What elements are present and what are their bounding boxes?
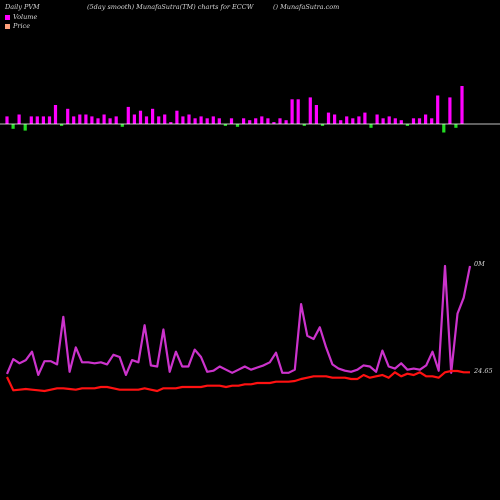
- volume-bar-up: [363, 112, 367, 124]
- volume-bar-up: [351, 118, 355, 124]
- volume-bar-up: [314, 105, 318, 124]
- volume-bar-up: [448, 97, 452, 124]
- volume-bar-up: [114, 116, 118, 124]
- legend-price: Price: [5, 22, 30, 30]
- volume-bar-up: [199, 116, 203, 124]
- volume-bar-up: [157, 116, 161, 124]
- volume-bar-up: [417, 118, 422, 124]
- volume-bar-up: [339, 120, 343, 124]
- volume-bar-up: [102, 114, 106, 124]
- volume-bar-up: [308, 97, 312, 124]
- volume-bar-up: [138, 110, 143, 124]
- legend-price-label: Price: [13, 22, 31, 30]
- volume-bar-up: [393, 118, 397, 124]
- volume-line: [5, 264, 472, 376]
- volume-bar-up: [96, 118, 100, 124]
- volume-bar-up: [144, 116, 149, 124]
- price-end-label: 24.65: [473, 367, 493, 375]
- volume-bar-down: [302, 124, 306, 126]
- legend-volume: Volume: [5, 13, 37, 21]
- header-source: () MunafaSutra.com: [273, 3, 340, 11]
- volume-bar-up: [108, 118, 112, 124]
- header-left: Daily PVM: [5, 3, 40, 11]
- volume-bar-up: [430, 118, 434, 124]
- volume-bar-up: [72, 116, 76, 124]
- volume-bar-up: [278, 118, 282, 124]
- volume-bar-up: [78, 114, 82, 124]
- volume-bar-down: [405, 124, 409, 126]
- volume-end-label: 0M: [474, 260, 485, 268]
- volume-bar-up: [357, 116, 361, 124]
- volume-bar-up: [411, 118, 416, 124]
- volume-bar-up: [333, 114, 337, 124]
- volume-bar-up: [35, 116, 39, 124]
- volume-bar-down: [442, 124, 446, 133]
- volume-bar-up: [205, 118, 209, 124]
- volume-bar-up: [254, 118, 258, 124]
- volume-bar-up: [29, 116, 33, 124]
- line-series: [5, 264, 472, 393]
- volume-bar-up: [266, 118, 270, 124]
- volume-bar-up: [345, 116, 349, 124]
- volume-bar-up: [326, 112, 331, 124]
- volume-bar-up: [284, 120, 288, 124]
- volume-bar-up: [381, 118, 385, 124]
- header-title: (5day smooth) MunafaSutra(TM) charts for…: [87, 3, 254, 11]
- volume-bar-up: [399, 120, 403, 124]
- volume-bar-up: [242, 118, 246, 124]
- volume-bar-up: [53, 105, 58, 124]
- volume-bar-down: [369, 124, 373, 128]
- volume-bar-down: [235, 124, 240, 127]
- volume-bar-up: [375, 114, 379, 124]
- volume-bar-down: [120, 124, 124, 127]
- volume-bar-up: [90, 116, 94, 124]
- volume-bar-up: [436, 95, 440, 124]
- volume-bar-up: [424, 114, 428, 124]
- volume-bar-up: [290, 99, 294, 124]
- volume-bar-down: [454, 124, 458, 128]
- volume-bar-down: [60, 124, 64, 126]
- volume-bar-up: [163, 114, 167, 124]
- volume-bar-up: [47, 116, 52, 124]
- volume-bar-up: [151, 108, 155, 124]
- volume-bar-up: [84, 114, 88, 124]
- volume-bar-up: [260, 116, 264, 124]
- volume-bar-up: [175, 110, 179, 124]
- legend-volume-swatch: [5, 14, 10, 20]
- volume-bar-up: [66, 108, 70, 124]
- volume-bar-up: [126, 106, 130, 124]
- volume-bar-up: [17, 114, 21, 124]
- legend-volume-label: Volume: [13, 13, 38, 21]
- volume-bar-down: [320, 124, 325, 126]
- volume-bar-up: [211, 116, 215, 124]
- legend-price-swatch: [5, 23, 10, 29]
- volume-bar-up: [132, 114, 136, 124]
- volume-bar-up: [217, 118, 221, 124]
- volume-bar-down: [11, 124, 15, 129]
- volume-bar-up: [387, 116, 391, 124]
- volume-bar-down: [23, 124, 27, 131]
- volume-bar-up: [187, 114, 191, 124]
- price-line: [6, 369, 470, 393]
- volume-bar-up: [296, 99, 300, 124]
- volume-bar-up: [169, 122, 173, 124]
- volume-bar-up: [248, 120, 252, 124]
- volume-bar-up: [181, 116, 185, 124]
- volume-bar-up: [193, 118, 197, 124]
- volume-bar-up: [272, 122, 276, 124]
- volume-bar-up: [5, 116, 9, 124]
- volume-bar-up: [460, 86, 464, 124]
- volume-bar-up: [41, 116, 45, 124]
- volume-bars: [5, 86, 464, 133]
- volume-bar-down: [223, 124, 227, 126]
- volume-bar-up: [229, 118, 234, 124]
